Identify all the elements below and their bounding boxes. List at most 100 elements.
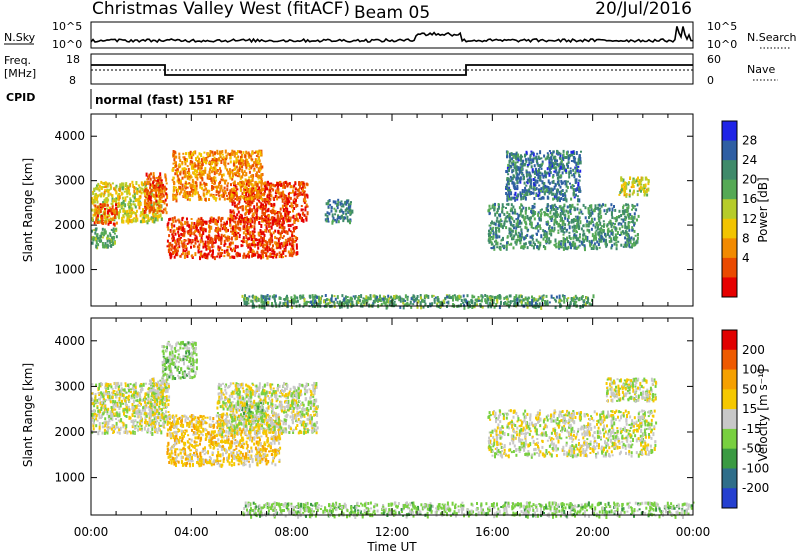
heatmap-cell	[213, 171, 216, 176]
heatmap-cell	[561, 217, 564, 222]
heatmap-cell	[131, 180, 134, 184]
heatmap-cell	[186, 230, 189, 233]
heatmap-cell	[532, 158, 535, 163]
heatmap-cell	[638, 178, 641, 182]
heatmap-cell	[214, 151, 216, 155]
heatmap-cell	[191, 254, 194, 258]
heatmap-cell	[515, 169, 518, 174]
heatmap-cell	[604, 212, 607, 215]
heatmap-cell	[287, 192, 290, 196]
heatmap-cell	[110, 209, 113, 214]
heatmap-cell	[278, 195, 281, 199]
heatmap-cell	[291, 216, 294, 219]
heatmap-cell	[623, 190, 626, 195]
heatmap-cell	[568, 225, 571, 230]
heatmap-cell	[577, 198, 579, 203]
heatmap-cell	[573, 234, 576, 237]
heatmap-cell	[231, 249, 234, 253]
heatmap-cell	[324, 303, 327, 306]
heatmap-cell	[245, 179, 248, 183]
heatmap-cell	[594, 207, 597, 210]
heatmap-cell	[214, 235, 217, 239]
heatmap-cell	[533, 205, 536, 209]
heatmap-cell	[346, 215, 349, 220]
heatmap-cell	[602, 229, 605, 234]
heatmap-cell	[240, 150, 242, 154]
heatmap-cell	[523, 194, 526, 196]
heatmap-cell	[574, 294, 577, 298]
heatmap-cell	[249, 211, 252, 214]
heatmap-cell	[252, 253, 255, 257]
heatmap-cell	[110, 228, 113, 231]
heatmap-cell	[533, 157, 536, 160]
heatmap-cell	[338, 209, 341, 213]
heatmap-cell	[150, 200, 153, 204]
heatmap-cell	[223, 255, 226, 258]
heatmap-cell	[229, 209, 232, 214]
heatmap-cell	[639, 185, 642, 189]
heatmap-cell	[519, 191, 522, 196]
heatmap-cell	[249, 187, 252, 191]
heatmap-cell	[522, 177, 525, 181]
heatmap-cell	[289, 196, 292, 200]
heatmap-cell	[529, 175, 532, 178]
heatmap-cell	[222, 156, 225, 160]
heatmap-cell	[592, 244, 595, 249]
heatmap-cell	[264, 204, 267, 209]
heatmap-cell	[528, 206, 531, 210]
heatmap-cell	[235, 165, 238, 169]
heatmap-cell	[302, 182, 305, 185]
heatmap-cell	[91, 197, 93, 201]
heatmap-cell	[156, 218, 159, 222]
heatmap-cell	[222, 173, 225, 177]
heatmap-cell	[134, 205, 137, 209]
heatmap-cell	[529, 219, 531, 223]
heatmap-cell	[196, 169, 198, 174]
heatmap-cell	[102, 244, 105, 249]
heatmap-cell	[199, 174, 202, 178]
heatmap-cell	[102, 201, 105, 205]
heatmap-cell	[214, 222, 217, 226]
heatmap-cell	[614, 227, 617, 230]
heatmap-cell	[222, 196, 225, 198]
heatmap-cell	[236, 204, 238, 209]
heatmap-cell	[345, 212, 348, 216]
heatmap-cell	[199, 239, 202, 244]
heatmap-cell	[97, 194, 100, 198]
heatmap-cell	[505, 215, 508, 219]
heatmap-cell	[505, 246, 508, 251]
heatmap-cell	[629, 239, 632, 244]
heatmap-cell	[156, 176, 158, 179]
heatmap-cell	[538, 217, 541, 220]
heatmap-cell	[205, 159, 208, 162]
heatmap-cell	[114, 240, 116, 245]
heatmap-cell	[555, 210, 558, 215]
heatmap-cell	[548, 215, 551, 218]
heatmap-cell	[241, 205, 244, 208]
heatmap-cell	[503, 222, 506, 227]
heatmap-cell	[152, 193, 155, 198]
heatmap-cell	[278, 251, 281, 255]
heatmap-cell	[238, 216, 241, 218]
heatmap-cell	[247, 218, 250, 222]
heatmap-cell	[214, 239, 217, 244]
heatmap-cell	[588, 220, 591, 225]
heatmap-cell	[268, 295, 271, 298]
heatmap-cell	[542, 175, 545, 179]
heatmap-cell	[535, 192, 538, 196]
heatmap-cell	[229, 255, 232, 259]
heatmap-cell	[570, 197, 573, 201]
heatmap-cell	[552, 192, 555, 196]
heatmap-cell	[408, 303, 411, 307]
heatmap-cell	[213, 179, 216, 182]
heatmap-cell	[123, 209, 126, 213]
heatmap-cell	[558, 163, 561, 167]
heatmap-cell	[283, 181, 285, 186]
heatmap-cell	[228, 253, 231, 255]
heatmap-cell	[578, 179, 581, 182]
heatmap-cell	[251, 305, 254, 309]
heatmap-cell	[106, 189, 109, 193]
heatmap-cell	[221, 227, 224, 231]
heatmap-cell	[162, 186, 164, 189]
heatmap-cell	[494, 240, 496, 243]
